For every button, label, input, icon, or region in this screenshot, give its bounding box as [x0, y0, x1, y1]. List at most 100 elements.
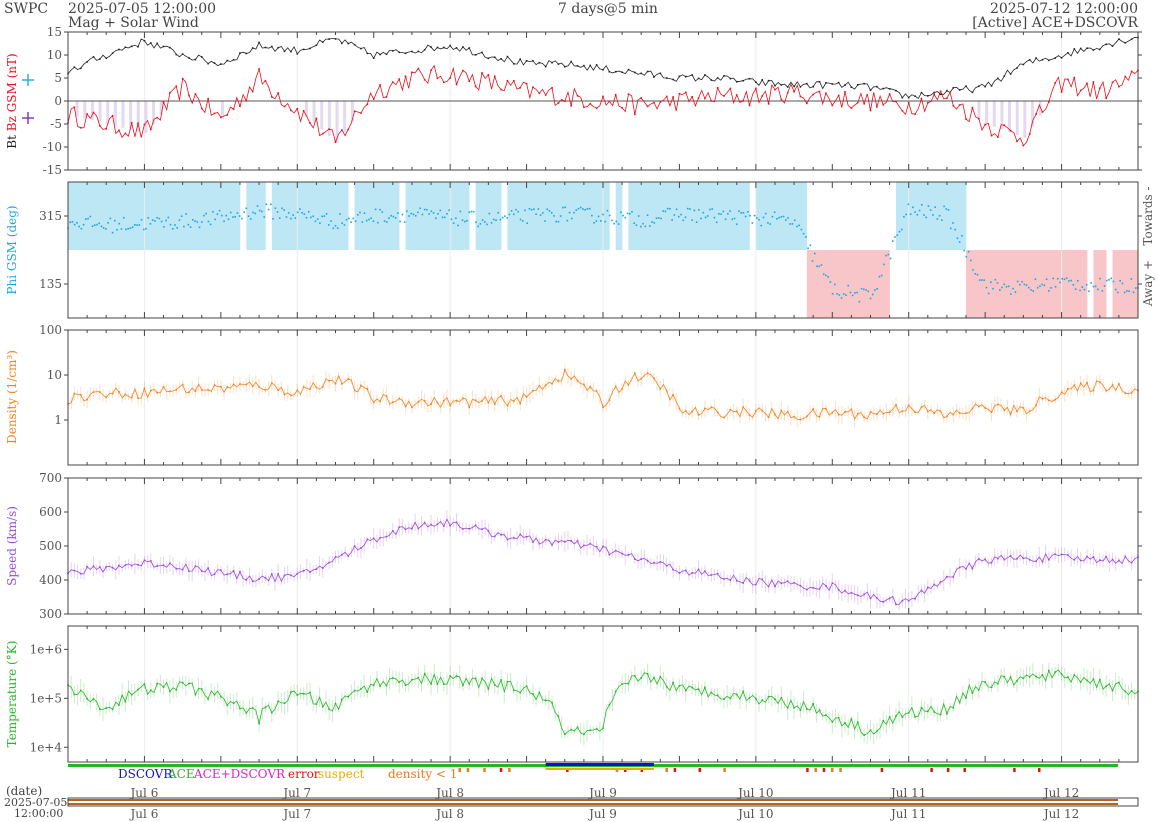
date-label-top: Jul 6: [129, 786, 159, 800]
data-point: [589, 102, 592, 105]
data-point: [243, 211, 245, 213]
data-point: [156, 565, 158, 567]
data-point: [733, 217, 736, 220]
data-point: [822, 273, 825, 276]
legend-dscovr: DSCOVR: [118, 767, 173, 781]
data-point: [642, 222, 644, 225]
data-point: [697, 77, 700, 80]
data-point: [481, 72, 483, 74]
data-point: [1035, 404, 1037, 407]
data-point: [620, 211, 622, 214]
toward-sector-bar: [341, 182, 349, 250]
data-point: [73, 569, 76, 572]
bz-shade-bar: [335, 101, 339, 143]
data-point: [111, 52, 114, 54]
data-point: [608, 70, 611, 73]
data-point: [952, 413, 955, 416]
data-point: [347, 555, 350, 557]
data-point: [812, 408, 814, 410]
data-point: [1110, 277, 1113, 280]
y-tick-label: 315: [39, 209, 62, 223]
data-point: [175, 388, 178, 391]
toward-sector-bar: [577, 182, 585, 250]
toward-sector-bar: [462, 182, 470, 250]
data-point: [863, 416, 865, 419]
toward-sector-bar: [303, 182, 311, 250]
data-point: [411, 678, 413, 681]
data-point: [1039, 285, 1041, 287]
toward-sector-bar: [762, 182, 769, 250]
temperature-series-points: [67, 669, 1139, 736]
data-point: [742, 212, 745, 214]
data-point: [169, 223, 172, 226]
data-point: [847, 284, 850, 287]
data-point: [1009, 129, 1012, 132]
data-point: [278, 217, 281, 219]
data-point: [118, 48, 120, 51]
data-point: [984, 123, 986, 126]
data-point: [933, 91, 935, 94]
data-point: [583, 544, 585, 547]
data-point: [207, 97, 209, 100]
data-point: [510, 210, 513, 212]
toward-sector-bar: [106, 182, 113, 250]
data-point: [474, 54, 477, 56]
data-point: [977, 85, 980, 88]
data-point: [983, 279, 985, 281]
data-point: [1036, 286, 1039, 289]
data-point: [271, 573, 273, 575]
data-point: [793, 219, 796, 222]
data-point: [984, 558, 986, 561]
data-point: [1099, 277, 1101, 280]
data-point: [691, 572, 693, 574]
data-point: [171, 227, 174, 230]
data-point: [258, 386, 260, 388]
data-point: [535, 213, 537, 215]
bz-shade-bar: [98, 101, 102, 123]
data-point: [722, 210, 725, 213]
data-point: [283, 209, 286, 211]
quality-flag-mark: [665, 768, 668, 772]
bz-shade-bar: [106, 101, 110, 124]
data-point: [761, 578, 764, 581]
data-point: [640, 377, 643, 380]
data-point: [160, 220, 163, 223]
data-point: [214, 218, 216, 221]
data-point: [716, 411, 719, 414]
data-point: [138, 224, 141, 226]
date-label-top: Jul 8: [434, 786, 464, 800]
toward-sector-bar: [227, 182, 234, 250]
data-point: [149, 389, 152, 392]
data-point: [360, 47, 362, 50]
data-point: [977, 689, 980, 691]
data-point: [455, 521, 458, 524]
y-tick-label: 1: [54, 413, 62, 427]
data-point: [80, 227, 83, 230]
toward-sector-bar: [144, 182, 152, 250]
data-point: [205, 212, 208, 215]
data-point: [672, 96, 674, 98]
data-point: [927, 710, 929, 713]
data-point: [665, 95, 668, 98]
phi-panel-frame: [67, 181, 1139, 319]
data-point: [175, 53, 178, 56]
data-point: [118, 222, 121, 225]
data-point: [493, 535, 496, 538]
quality-flag-mark: [930, 768, 933, 772]
toward-sector-bar: [940, 182, 948, 250]
data-point: [1005, 285, 1008, 288]
data-point: [566, 219, 569, 222]
away-sector-bar: [1125, 250, 1132, 318]
data-point: [245, 99, 248, 102]
data-point: [372, 220, 375, 222]
quality-flag-mark: [880, 768, 884, 772]
data-point: [961, 234, 963, 237]
toward-sector-bar: [163, 182, 171, 250]
toward-sector-bar: [380, 182, 387, 250]
data-point: [621, 71, 623, 74]
away-sector-bar: [985, 250, 992, 318]
data-point: [174, 224, 176, 226]
data-point: [354, 220, 357, 223]
data-point: [818, 415, 821, 418]
